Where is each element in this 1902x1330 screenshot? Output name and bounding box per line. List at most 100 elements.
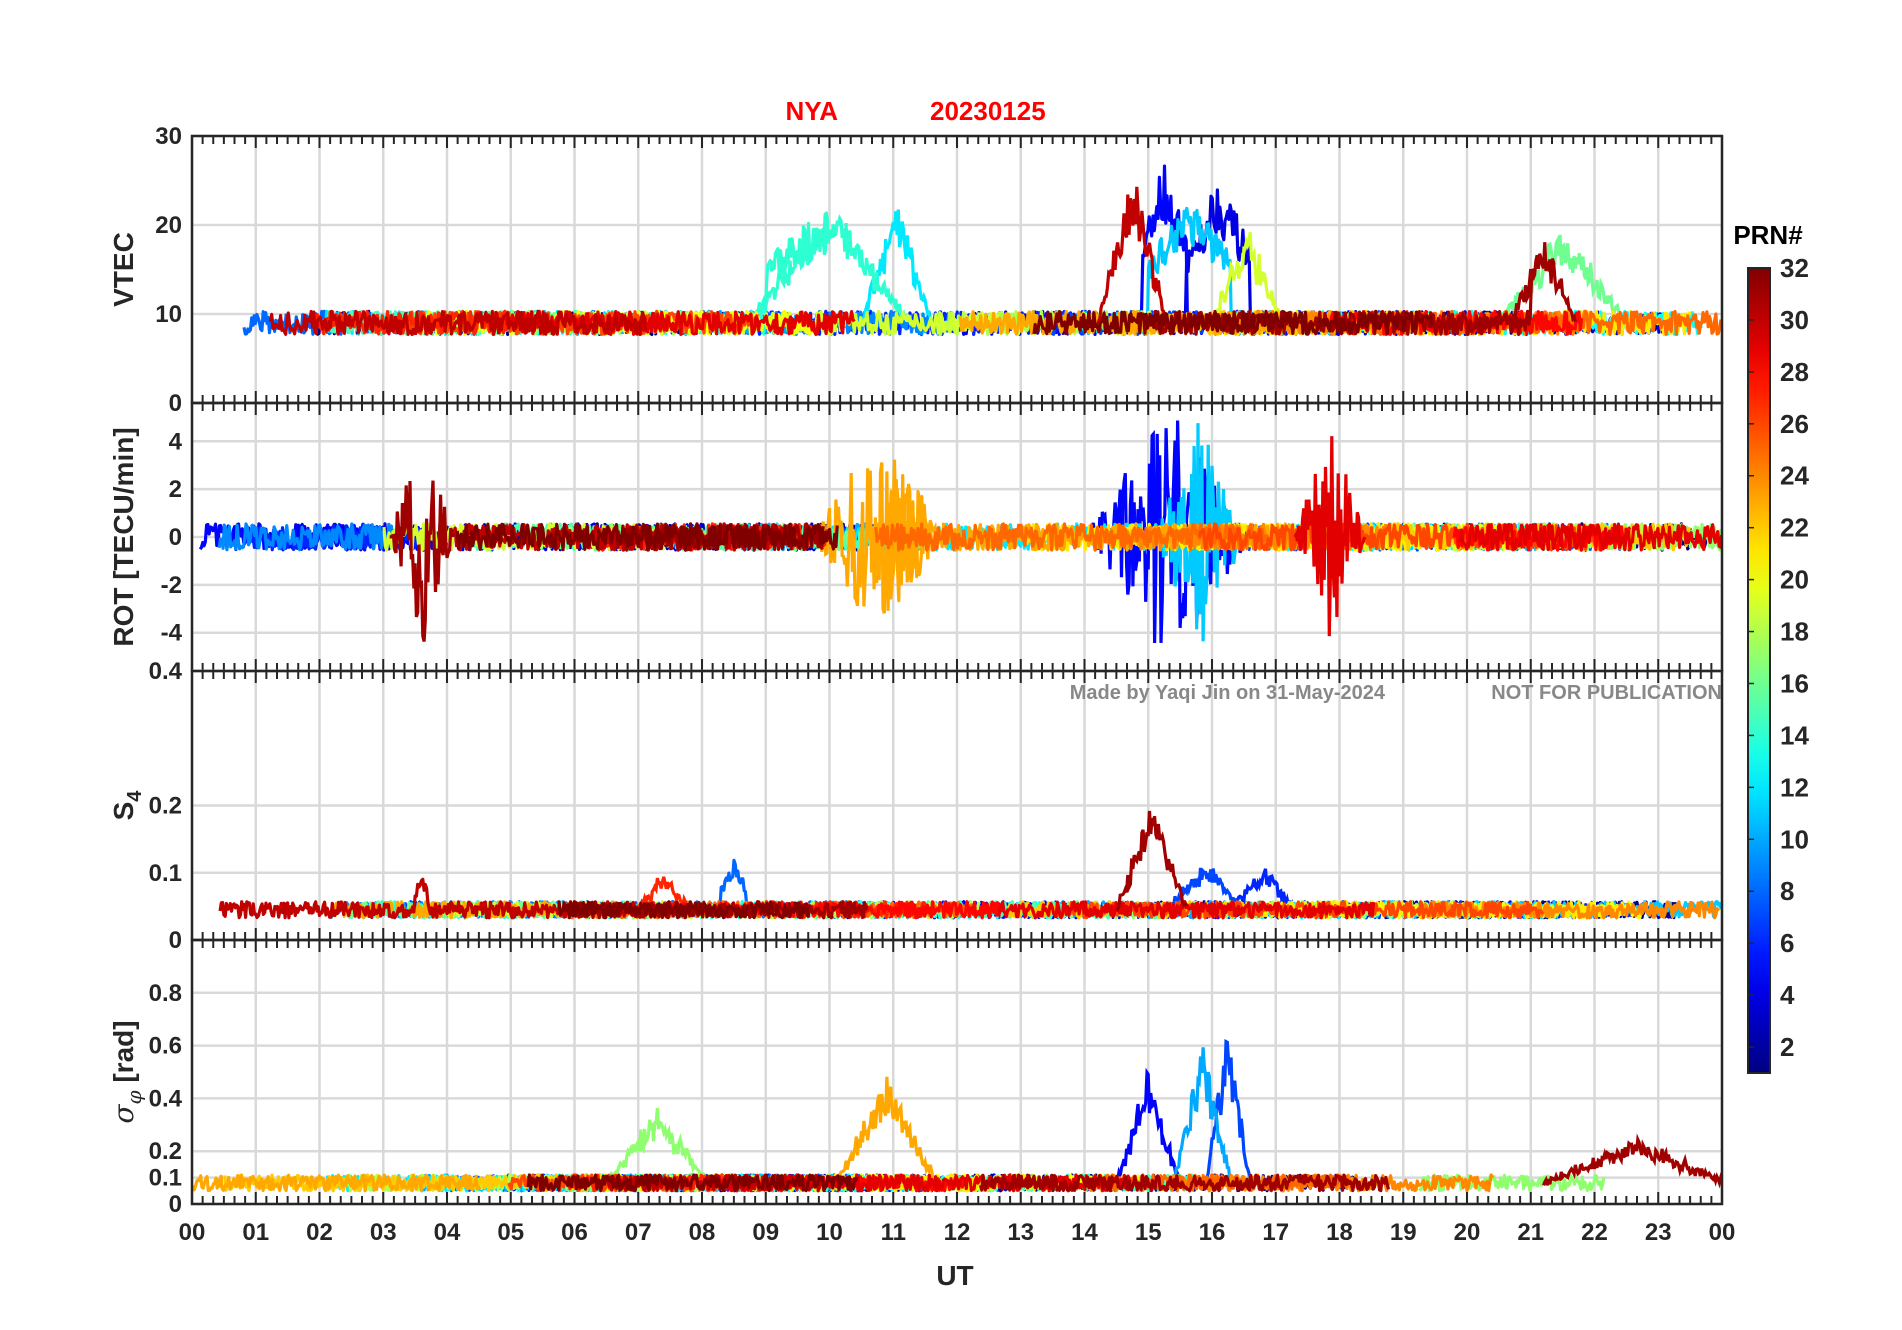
sigma_phi-ytick-label: 0.2 [149,1138,182,1165]
series-prn-31 [978,1173,1391,1193]
colorbar-tick-label: 6 [1780,928,1794,958]
rot-ytick-label: 2 [169,476,182,503]
x-tick-label: 17 [1262,1219,1289,1246]
panel-vtec: 0 10 20 30 VTEC [108,123,1724,417]
x-tick-label: 03 [370,1219,397,1246]
panel-rot: -4 -2 0 2 4 ROT [TECU/min] [108,401,1724,673]
title-station: NYA [785,96,838,126]
colorbar-tick-label: 20 [1780,565,1809,595]
colorbar-tick-label: 16 [1780,668,1809,698]
colorbar-tick-label: 18 [1780,617,1809,647]
rot-ytick-label: 0 [169,524,182,551]
s4-ytick-label: 0.1 [149,860,182,887]
title-date: 20230125 [930,96,1046,126]
x-axis-label: UT [936,1260,973,1291]
sigma_phi-ytick-label: 0.6 [149,1033,182,1060]
series-prn-31-event [389,480,455,642]
series-prn-31-event [1510,242,1577,323]
watermark-notice: NOT FOR PUBLICATION [1491,682,1722,704]
x-tick-label: 13 [1007,1219,1034,1246]
colorbar-gradient [1747,267,1771,1074]
x-tick-label: 04 [434,1219,461,1246]
sigma_phi-series [192,1038,1722,1193]
s4-ytick-label: 0 [169,927,182,954]
series-prn-17-event [605,1107,710,1186]
colorbar-tick-label: 26 [1780,409,1809,439]
x-tick-label: 21 [1517,1219,1544,1246]
series-prn-32 [455,522,839,552]
colorbar-tick-label: 12 [1780,772,1809,802]
s4-series [218,810,1722,920]
s4-grid [190,669,1724,942]
rot-ticks [191,403,1713,671]
colorbar-title: PRN# [1733,220,1803,250]
colorbar-tick-label: 8 [1780,876,1794,906]
x-tick-label: 19 [1390,1219,1417,1246]
series-prn-32 [1032,309,1434,336]
colorbar-tick-label: 14 [1780,720,1809,750]
s4-ytick-label: 0.4 [149,658,183,685]
sigma_phi-ytick-label: 0 [169,1191,182,1218]
series-prn-23 [192,1173,482,1193]
x-tick-label: 20 [1454,1219,1481,1246]
series-prn-14-event [745,214,914,327]
series-prn-23-event [834,1076,940,1186]
x-tick-label: 05 [497,1219,524,1246]
series-prn-29-event [1293,436,1367,637]
series-prn-19-event [1210,231,1283,329]
vtec-series [242,164,1722,337]
sigma_phi-ytick-label: 0.1 [149,1165,182,1192]
sigma_phi-ytick-label: 0.4 [149,1085,183,1112]
rot-ytick-label: -2 [161,572,182,599]
vtec-ytick-label: 20 [155,212,182,239]
panel-s4: 0 0.1 0.2 0.4 S4 [108,658,1724,954]
series-prn-6-event [1230,868,1297,915]
x-tick-label: 00 [179,1219,206,1246]
x-tick-label: 01 [242,1219,269,1246]
x-tick-label: 22 [1581,1219,1608,1246]
panel-sigma_phi: 00.10.2 0.4 0.6 0.8σφ [rad] [107,938,1724,1218]
colorbar-tick-label: 10 [1780,824,1809,854]
rot-ylabel: ROT [TECU/min] [108,427,139,646]
series-prn-32 [526,1173,859,1193]
colorbar-tick-label: 28 [1780,357,1809,387]
series-prn-31-event [1115,810,1188,912]
x-tick-labels: 00 01 02 03 04 05 06 07 08 09 10 11 12 13 14 15 16 17 18 19… [179,1219,1736,1246]
sigma_phi-ylabel: σφ [rad] [107,1020,146,1123]
x-tick-label: 14 [1071,1219,1098,1246]
watermark-author: Made by Yaqi Jin on 31-May-2024 [1070,682,1386,704]
s4-ticks [191,671,1713,940]
x-tick-label: 18 [1326,1219,1353,1246]
x-tick-label: 00 [1709,1219,1736,1246]
colorbar-tick-label: 4 [1780,980,1795,1010]
x-tick-label: 11 [881,1219,906,1246]
vtec-ylabel: VTEC [108,232,139,307]
series-prn-29 [1458,522,1722,552]
colorbar-tick-label: 2 [1780,1032,1794,1062]
series-prn-32 [557,900,811,920]
colorbar-tick-label: 30 [1780,305,1809,335]
x-tick-label: 23 [1645,1219,1672,1246]
rot-series [198,420,1722,644]
x-tick-label: 07 [625,1219,652,1246]
x-tick-label: 12 [944,1219,971,1246]
x-tick-label: 10 [816,1219,843,1246]
vtec-grid [190,134,1724,405]
series-prn-10-event [1172,1047,1233,1187]
x-tick-label: 09 [752,1219,779,1246]
sigma_phi-ticks [191,940,1713,1204]
series-prn-26 [1197,522,1606,552]
series-prn-9 [217,522,396,552]
series-prn-30 [268,309,647,336]
colorbar-tick-label: 32 [1780,253,1809,283]
x-tick-label: 02 [306,1219,333,1246]
vtec-ytick-label: 30 [155,123,182,150]
series-prn-7-event [1204,1038,1252,1185]
s4-ytick-label: 0.2 [149,793,182,820]
vtec-ticks [191,136,1713,403]
x-tick-label: 15 [1135,1219,1162,1246]
series-prn-5-event [1115,1067,1182,1187]
x-tick-label: 16 [1199,1219,1226,1246]
